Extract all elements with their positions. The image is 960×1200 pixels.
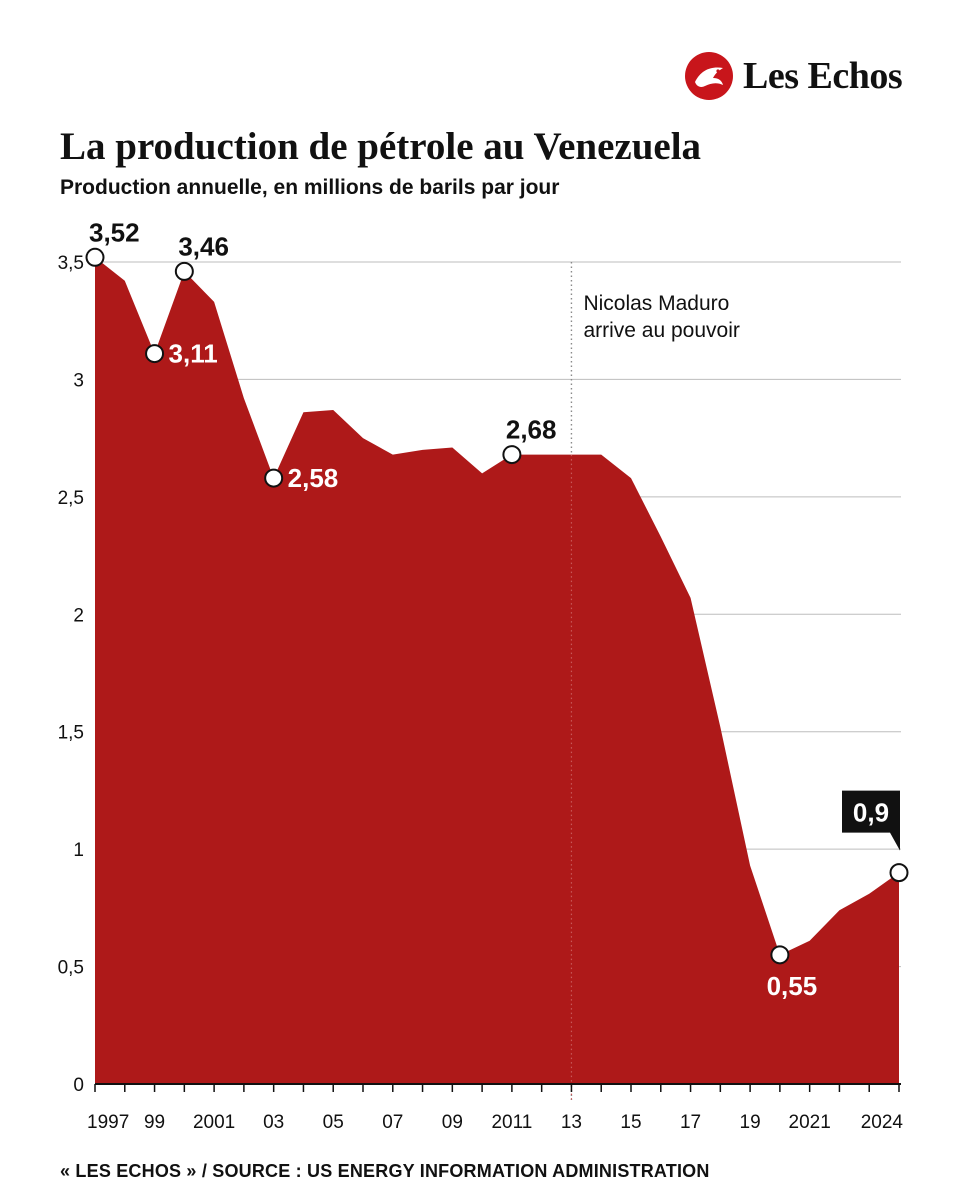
data-point-marker [770, 945, 790, 965]
y-tick-label: 0 [73, 1075, 84, 1096]
x-tick-label: 09 [442, 1112, 463, 1133]
data-point-marker [502, 445, 522, 465]
x-tick-label: 19 [740, 1112, 761, 1133]
source-note: « LES ECHOS » / SOURCE : US ENERGY INFOR… [60, 1161, 710, 1181]
y-tick-label: 3 [73, 370, 84, 391]
brand-logo: Les Echos [685, 52, 903, 100]
x-tick-label: 99 [144, 1112, 165, 1133]
event-label-line-2: arrive au pouvoir [583, 319, 739, 342]
y-tick-label: 2 [73, 605, 84, 626]
chart-subtitle: Production annuelle, en millions de bari… [60, 176, 560, 199]
annotation-label: 3,52 [89, 217, 140, 247]
annotation-label: 3,11 [169, 339, 218, 369]
y-tick-label: 1 [73, 840, 84, 861]
oil-production-chart: 0 0,5 1 1,5 2 2,5 3 3,5 Nicolas Maduro arrive au … [58, 217, 909, 1133]
x-tick-label: 2001 [193, 1112, 235, 1133]
x-tick-label: 1997 [87, 1112, 129, 1133]
production-area [95, 257, 899, 1084]
x-tick-label: 05 [323, 1112, 344, 1133]
x-tick-label: 17 [680, 1112, 701, 1133]
x-tick-label: 2024 [861, 1112, 904, 1133]
annotation-label: 3,46 [178, 231, 229, 261]
annotation-label: 0,9 [853, 798, 889, 828]
annotation-label: 2,58 [288, 463, 339, 493]
x-tick-label: 13 [561, 1112, 582, 1133]
data-point-marker [85, 247, 105, 267]
y-tick-label: 2,5 [58, 488, 84, 509]
data-point-marker [889, 863, 909, 883]
latest-value-callout [842, 790, 900, 851]
annotation-label: 0,55 [767, 971, 818, 1001]
x-tick-label: 2021 [789, 1112, 831, 1133]
data-point-marker [145, 344, 165, 364]
data-point-marker [174, 261, 194, 281]
x-tick-label: 07 [382, 1112, 403, 1133]
bird-logo-icon [685, 52, 733, 100]
x-tick-label: 15 [620, 1112, 641, 1133]
y-tick-label: 0,5 [58, 958, 84, 979]
event-label-line-1: Nicolas Maduro [583, 292, 729, 315]
annotation-label: 2,68 [506, 415, 557, 445]
x-tick-label: 2011 [491, 1112, 532, 1133]
y-tick-label: 3,5 [58, 253, 84, 274]
y-tick-label: 1,5 [58, 723, 84, 744]
chart-title: La production de pétrole au Venezuela [60, 125, 702, 168]
x-tick-label: 03 [263, 1112, 284, 1133]
data-point-marker [264, 468, 284, 488]
brand-name: Les Echos [743, 55, 903, 97]
